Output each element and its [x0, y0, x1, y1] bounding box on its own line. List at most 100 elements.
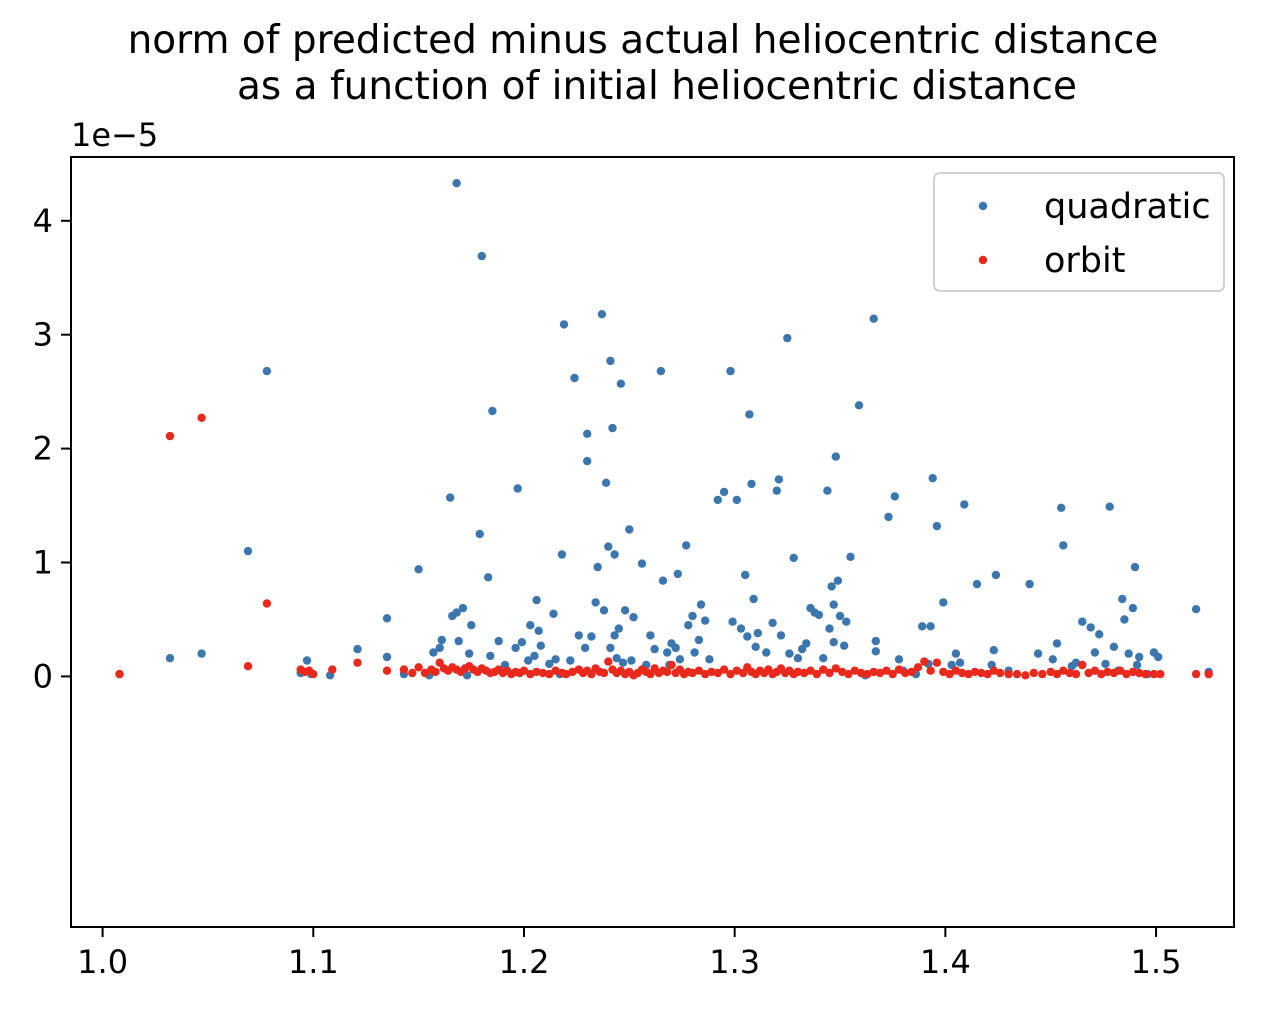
quadratic-point [1132, 660, 1142, 670]
x-tick-label: 1.0 [77, 943, 128, 981]
orbit-point [243, 662, 253, 671]
quadratic-point [719, 487, 729, 497]
quadratic-point [551, 655, 560, 664]
quadratic-point [951, 649, 961, 658]
orbit-point [399, 665, 409, 674]
quadratic-point [793, 654, 803, 663]
quadratic-point [557, 550, 567, 559]
legend-label-quadratic: quadratic [1044, 187, 1211, 227]
quadratic-point [894, 655, 904, 664]
orbit-point [707, 667, 716, 677]
y-tick-label: 3 [33, 316, 53, 354]
quadratic-point [690, 648, 699, 657]
quadratic-point [486, 651, 495, 661]
quadratic-point [753, 628, 762, 638]
quadratic-point [382, 614, 392, 623]
orbit-point [1141, 669, 1150, 679]
x-tick-label: 1.4 [920, 943, 971, 981]
quadratic-point [1052, 639, 1062, 648]
orbit-point [825, 668, 834, 678]
orbit-point [907, 667, 916, 677]
y-tick-label: 2 [33, 430, 53, 468]
quadratic-point [1120, 615, 1129, 624]
orbit-point [1071, 669, 1081, 679]
quadratic-point [452, 179, 461, 188]
orbit-point [408, 668, 417, 678]
legend-marker-quadratic [978, 201, 988, 211]
quadratic-point [610, 631, 619, 640]
quadratic-point [762, 648, 771, 657]
quadratic-point [918, 622, 927, 631]
quadratic-point [1078, 617, 1087, 626]
orbit-point [1029, 668, 1039, 678]
quadratic-point [1048, 655, 1058, 664]
quadratic-point [835, 611, 845, 621]
quadratic-point [637, 559, 647, 568]
orbit-point [1135, 668, 1144, 678]
orbit-point [920, 657, 929, 666]
quadratic-point [829, 638, 838, 647]
series-orbit [115, 413, 1213, 680]
orbit-point [713, 668, 722, 678]
orbit-point [309, 669, 318, 679]
quadratic-point [1101, 659, 1110, 669]
quadratic-point [732, 495, 741, 505]
quadratic-point [675, 655, 685, 664]
quadratic-point [831, 452, 840, 461]
quadratic-point [597, 310, 607, 319]
quadratic-point [1128, 603, 1138, 613]
quadratic-point [743, 632, 752, 641]
quadratic-point [650, 644, 659, 654]
orbit-point [856, 668, 866, 678]
quadratic-point [932, 521, 942, 531]
orbit-point [793, 667, 803, 677]
x-tick-label: 1.3 [709, 943, 760, 981]
quadratic-point [854, 401, 864, 410]
quadratic-point [768, 618, 777, 628]
quadratic-point [530, 651, 539, 661]
quadratic-point [749, 594, 758, 604]
quadratic-point [452, 608, 461, 617]
quadratic-point [545, 659, 554, 669]
quadratic-point [465, 649, 474, 658]
orbit-point [926, 666, 935, 675]
orbit-point [958, 668, 967, 678]
quadratic-point [616, 379, 626, 388]
quadratic-point [701, 616, 710, 625]
quadratic-point [656, 366, 666, 376]
quadratic-point [1118, 594, 1127, 604]
orbit-point [599, 668, 609, 678]
quadratic-point [587, 632, 596, 641]
orbit-point [538, 668, 548, 678]
orbit-point [1128, 667, 1138, 677]
quadratic-point [694, 635, 704, 645]
quadratic-point [802, 639, 811, 648]
quadratic-point [890, 492, 899, 501]
orbit-point [869, 667, 878, 677]
quadratic-point [688, 611, 697, 621]
plot-frame [70, 156, 1235, 928]
quadratic-point [435, 643, 444, 653]
quadratic-point [593, 562, 602, 572]
quadratic-point [484, 573, 493, 582]
orbit-point [875, 668, 885, 678]
orbit-point [989, 666, 998, 675]
orbit-point [983, 669, 992, 679]
chart-title: norm of predicted minus actual heliocent… [128, 18, 1159, 109]
quadratic-point [928, 474, 937, 483]
quadratic-point [869, 314, 878, 323]
orbit-point [901, 668, 910, 678]
legend-label-orbit: orbit [1044, 241, 1125, 281]
quadratic-point [1086, 623, 1095, 632]
orbit-point [551, 666, 560, 675]
quadratic-point [884, 512, 893, 522]
orbit-point [800, 668, 809, 678]
quadratic-point [871, 636, 880, 646]
quadratic-point [446, 493, 455, 502]
quadratic-point [671, 643, 680, 653]
orbit-point [1078, 660, 1087, 670]
quadratic-point [827, 582, 836, 591]
quadratic-point [262, 366, 272, 376]
